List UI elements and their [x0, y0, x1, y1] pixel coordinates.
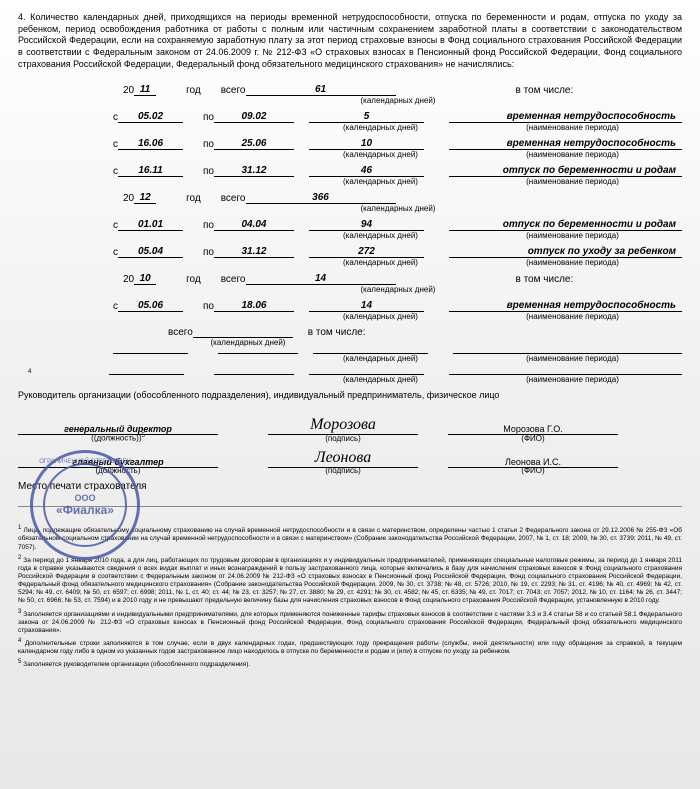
period-row: с 05.04 по 31.12 272 отпуск по уходу за … [18, 246, 682, 258]
year-row-1: 20 11 год всего 61 в том числе: [18, 84, 682, 96]
head-text: Руководитель организации (обособленного … [18, 390, 682, 400]
period-row: с 05.02 по 09.02 5 временная нетрудоспос… [18, 111, 682, 123]
intro-paragraph: 4. Количество календарных дней, приходящ… [18, 12, 682, 70]
caldays-sub: (календарных дней) [323, 96, 473, 105]
period-row: с 05.06 по 18.06 14 временная нетрудоспо… [18, 300, 682, 312]
period-row: с 16.06 по 25.06 10 временная нетрудоспо… [18, 138, 682, 150]
period-row-empty: всего в том числе: [18, 327, 682, 338]
year-row-3: 20 10 год всего 14 в том числе: [18, 273, 682, 285]
period-row: с 16.11 по 31.12 46 отпуск по беременнос… [18, 165, 682, 177]
year-row-2: 20 12 год всего 366 [18, 192, 682, 204]
stamp-icon: ОГРАНИЧЕННОЙ ОТВЕТСТВЕН ООО «Фиалка» [30, 450, 140, 560]
period-row: с 01.01 по 04.04 94 отпуск по беременнос… [18, 219, 682, 231]
